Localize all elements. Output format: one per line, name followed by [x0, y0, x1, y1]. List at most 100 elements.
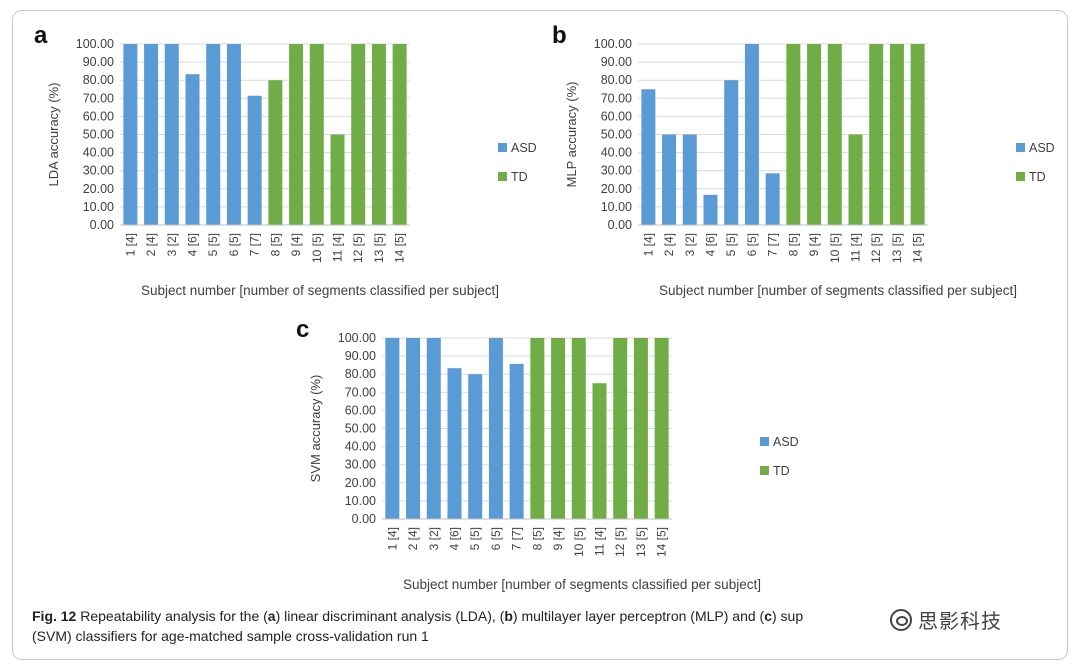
mlp-accuracy-chart: 0.00 10.00 20.00 30.00 40.00 50.00 60.00 70.00 8…: [564, 37, 1055, 298]
watermark-text: 思影科技: [918, 611, 1002, 633]
x-tick-label: 7 [7]: [766, 233, 780, 256]
legend-swatch-td: [760, 466, 769, 475]
x-tick-label: 4 [6]: [704, 233, 718, 256]
x-tick-label: 3 [2]: [165, 233, 179, 256]
y-tick-label: 10.00: [345, 494, 376, 508]
bar-td-9: [551, 338, 566, 519]
y-tick-label: 80.00: [345, 367, 376, 381]
legend-label-td: TD: [1029, 170, 1046, 184]
caption-ref-b: b: [504, 608, 513, 624]
x-axis-label: Subject number [number of segments class…: [141, 283, 499, 298]
x-tick-label: 13 [5]: [372, 233, 386, 263]
y-axis-label: MLP accuracy (%): [564, 82, 579, 188]
x-tick-label: 10 [5]: [310, 233, 324, 263]
x-tick-label: 11 [4]: [593, 527, 607, 556]
bar-asd-5: [468, 374, 483, 519]
bar-asd-5: [724, 80, 739, 225]
bar-td-11: [592, 383, 607, 519]
x-tick-label: 1 [4]: [385, 527, 399, 550]
legend-label-asd: ASD: [511, 141, 537, 155]
bar-asd-2: [144, 44, 159, 225]
bar-asd-1: [641, 89, 656, 225]
y-tick-label: 90.00: [601, 55, 632, 69]
y-tick-label: 50.00: [345, 422, 376, 436]
x-tick-label: 12 [5]: [351, 233, 365, 263]
caption-part-2: ) linear discriminant analysis (LDA), (: [275, 608, 505, 624]
lda-accuracy-chart: 0.00 10.00 20.00 30.00 40.00 50.00 60.00 70.00 8…: [46, 37, 537, 298]
y-tick-label: 10.00: [601, 200, 632, 214]
caption-ref-c: c: [764, 608, 772, 624]
bar-asd-5: [206, 44, 221, 225]
bar-asd-7: [247, 95, 262, 225]
y-tick-label: 10.00: [83, 200, 114, 214]
bar-td-13: [371, 44, 386, 225]
legend-swatch-asd: [498, 143, 507, 152]
bar-td-11: [848, 134, 863, 225]
y-tick-label: 30.00: [83, 164, 114, 178]
bar-td-10: [571, 338, 586, 519]
caption-ref-a: a: [267, 608, 276, 624]
y-tick-label: 60.00: [601, 109, 632, 123]
y-tick-label: 90.00: [83, 55, 114, 69]
bar-td-12: [613, 338, 628, 519]
figure-label: Fig. 12: [32, 608, 77, 624]
bar-td-12: [869, 44, 884, 225]
bar-asd-6: [226, 44, 241, 225]
caption-part-4: ) sup: [772, 608, 804, 624]
legend-label-asd: ASD: [773, 435, 799, 449]
bar-asd-4: [703, 194, 718, 225]
x-tick-label: 7 [7]: [248, 233, 262, 256]
y-tick-label: 30.00: [601, 164, 632, 178]
x-tick-label: 2 [4]: [144, 233, 158, 256]
legend-swatch-asd: [760, 437, 769, 446]
bar-asd-6: [488, 338, 503, 519]
x-tick-label: 10 [5]: [828, 233, 842, 263]
x-tick-label: 5 [5]: [724, 233, 738, 256]
caption-part-1: Repeatability analysis for the (: [76, 608, 268, 624]
y-tick-label: 20.00: [345, 476, 376, 490]
bar-td-10: [309, 44, 324, 225]
x-tick-label: 12 [5]: [613, 527, 627, 557]
y-tick-label: 60.00: [345, 403, 376, 417]
panel-a: 0.00 10.00 20.00 30.00 40.00 50.00 60.00 70.00 8…: [30, 20, 540, 305]
x-tick-label: 1 [4]: [123, 233, 137, 256]
y-tick-label: 70.00: [83, 91, 114, 105]
figure-frame: [12, 10, 1068, 660]
bar-td-8: [530, 338, 545, 519]
bar-asd-1: [123, 44, 138, 225]
legend-label-td: TD: [511, 170, 528, 184]
bar-td-13: [889, 44, 904, 225]
x-tick-label: 12 [5]: [869, 233, 883, 263]
x-tick-label: 6 [5]: [227, 233, 241, 256]
y-tick-label: 80.00: [83, 73, 114, 87]
bar-asd-1: [385, 338, 400, 519]
x-tick-label: 4 [6]: [448, 527, 462, 550]
panel-b: 0.00 10.00 20.00 30.00 40.00 50.00 60.00 70.00 8…: [548, 20, 1058, 305]
x-tick-label: 8 [5]: [268, 233, 282, 256]
x-tick-label: 10 [5]: [572, 527, 586, 557]
x-tick-label: 5 [5]: [468, 527, 482, 550]
bar-td-9: [807, 44, 822, 225]
x-tick-label: 6 [5]: [745, 233, 759, 256]
y-tick-label: 20.00: [83, 182, 114, 196]
x-tick-label: 11 [4]: [331, 233, 345, 262]
bar-td-14: [392, 44, 407, 225]
panel-c: 0.00 10.00 20.00 30.00 40.00 50.00 60.00 70.00 8…: [292, 314, 802, 599]
legend-label-asd: ASD: [1029, 141, 1055, 155]
x-tick-label: 2 [4]: [406, 527, 420, 550]
x-tick-label: 3 [2]: [683, 233, 697, 256]
x-tick-label: 2 [4]: [662, 233, 676, 256]
bar-td-13: [633, 338, 648, 519]
x-tick-label: 4 [6]: [186, 233, 200, 256]
caption-part-5: (SVM) classifiers for age-matched sample…: [32, 628, 429, 644]
y-axis-label: SVM accuracy (%): [308, 375, 323, 483]
y-tick-label: 100.00: [338, 331, 376, 345]
y-tick-label: 80.00: [601, 73, 632, 87]
figure-caption: Fig. 12 Repeatability analysis for the (…: [32, 606, 1042, 646]
x-tick-label: 5 [5]: [206, 233, 220, 256]
y-tick-label: 0.00: [90, 218, 114, 232]
x-tick-label: 14 [5]: [911, 233, 925, 263]
legend-swatch-td: [498, 172, 507, 181]
bar-asd-2: [662, 134, 677, 225]
bar-asd-7: [765, 173, 780, 225]
